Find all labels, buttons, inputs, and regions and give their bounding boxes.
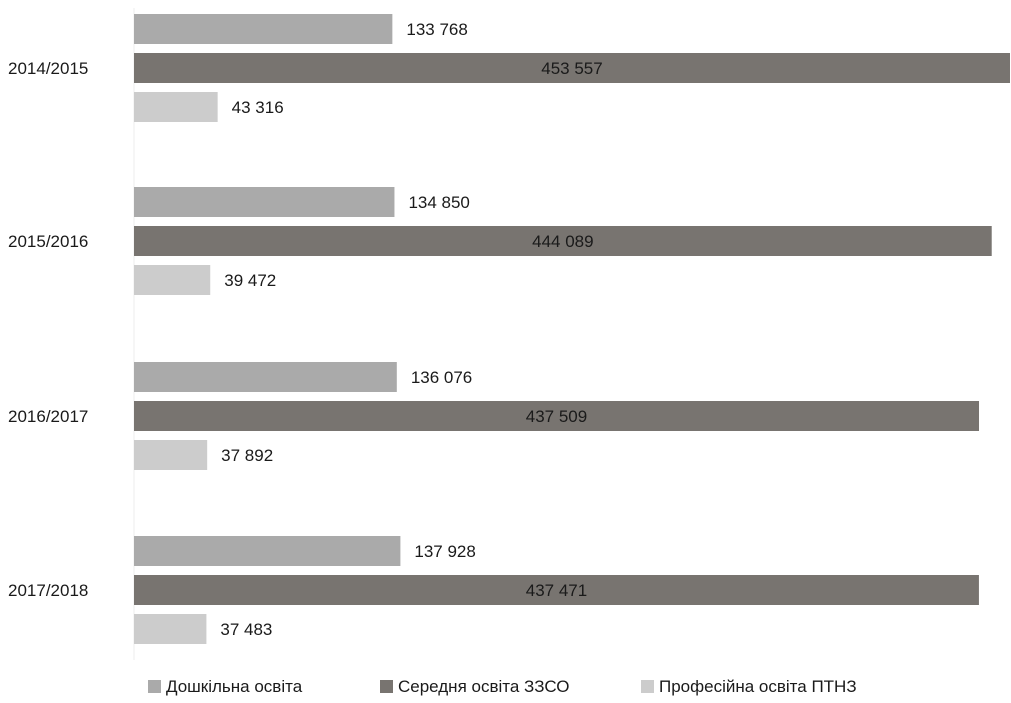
legend-swatch	[148, 680, 161, 693]
data-labels: 133 768 453 557 43 316 134 850 444 089 39 472…	[220, 20, 602, 639]
bar-vocational	[134, 265, 211, 295]
bar-preschool	[134, 536, 401, 566]
bar-vocational	[134, 440, 208, 470]
legend-swatch	[641, 680, 654, 693]
data-label: 136 076	[411, 368, 472, 387]
legend-label: Середня освіта ЗЗСО	[398, 677, 570, 696]
category-label: 2014/2015	[8, 59, 88, 78]
data-label: 134 850	[408, 193, 469, 212]
data-label: 133 768	[406, 20, 467, 39]
data-label: 437 471	[526, 581, 587, 600]
bar-secondary	[134, 575, 979, 605]
legend: Дошкільна освіта Середня освіта ЗЗСО Профе…	[148, 677, 857, 696]
data-label: 444 089	[532, 232, 593, 251]
bars	[134, 14, 1010, 644]
bar-vocational	[134, 614, 207, 644]
data-label: 39 472	[224, 271, 276, 290]
bar-secondary	[134, 401, 980, 431]
bar-secondary	[134, 53, 1010, 83]
bar-preschool	[134, 362, 397, 392]
category-label: 2017/2018	[8, 581, 88, 600]
data-label: 37 483	[220, 620, 272, 639]
legend-label: Професійна освіта ПТНЗ	[659, 677, 857, 696]
data-label: 37 892	[221, 446, 273, 465]
category-label: 2015/2016	[8, 232, 88, 251]
bar-preschool	[134, 187, 395, 217]
data-label: 43 316	[232, 98, 284, 117]
category-label: 2016/2017	[8, 407, 88, 426]
legend-label: Дошкільна освіта	[166, 677, 303, 696]
bar-secondary	[134, 226, 992, 256]
data-label: 137 928	[414, 542, 475, 561]
bar-preschool	[134, 14, 393, 44]
category-labels: 2014/2015 2015/2016 2016/2017 2017/2018	[8, 59, 88, 600]
data-label: 437 509	[526, 407, 587, 426]
legend-swatch	[380, 680, 393, 693]
data-label: 453 557	[541, 59, 602, 78]
bar-vocational	[134, 92, 218, 122]
